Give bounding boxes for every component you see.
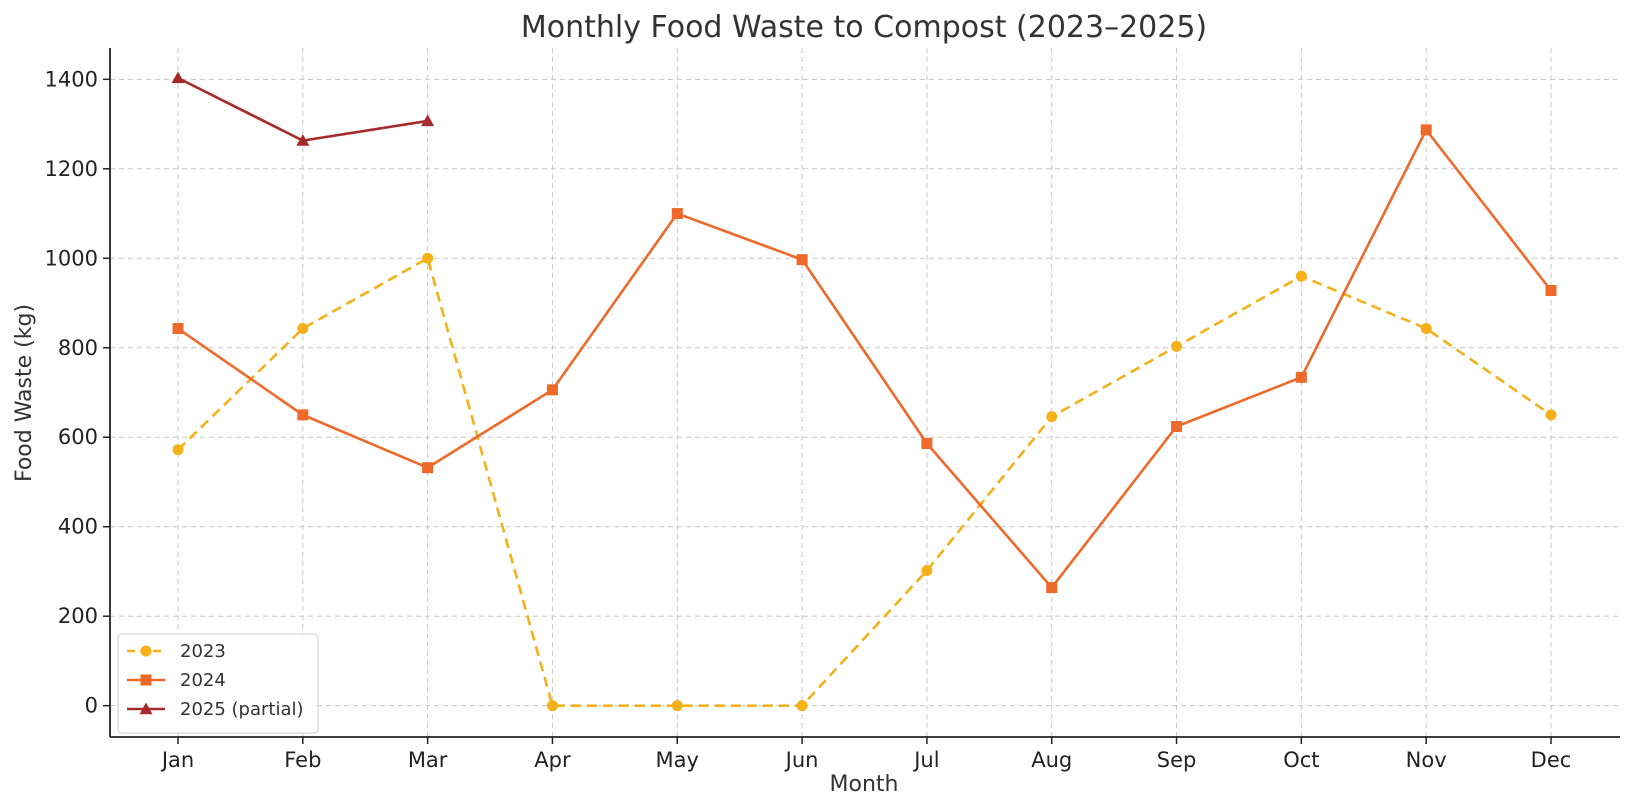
y-tick-label: 600 [58,425,98,449]
data-point [422,252,434,264]
y-tick-label: 1000 [45,246,98,270]
x-tick-label: Jul [912,748,939,772]
chart-title: Monthly Food Waste to Compost (2023–2025… [521,10,1207,45]
data-point [546,700,558,712]
x-tick-label: Sep [1157,748,1197,772]
data-point [297,409,309,421]
data-point [921,565,933,577]
series-0 [172,252,1557,712]
data-point [171,71,185,84]
legend-marker [140,645,152,657]
series-line [177,128,1553,589]
data-point [671,700,683,712]
y-tick-label: 200 [58,604,98,628]
legend-label: 2023 [180,641,226,662]
x-tick-label: Jan [160,748,194,772]
data-point [1420,124,1432,136]
series-2 [171,71,435,146]
data-point [1295,371,1307,383]
legend-marker [139,702,153,715]
data-point [172,323,184,335]
x-tick-label: Mar [408,748,448,772]
legend-marker [140,674,152,686]
x-tick-label: Jun [784,748,819,772]
data-point [1046,582,1058,594]
data-point [422,462,434,474]
data-point [172,444,184,456]
y-tick-label: 800 [58,336,98,360]
series-1 [172,124,1557,594]
x-tick-label: May [656,748,699,772]
data-point [1420,323,1432,335]
data-point [1171,340,1183,352]
data-point [921,438,933,450]
x-tick-label: Oct [1283,748,1319,772]
data-point [1046,411,1058,423]
x-tick-label: Dec [1531,748,1572,772]
legend: 2023 2024 2025 (partial) [117,633,319,734]
y-axis-label: Food Waste (kg) [12,304,37,482]
y-tick-label: 400 [58,515,98,539]
data-point [297,323,309,335]
data-point [546,384,558,396]
data-point [796,700,808,712]
series-line [177,256,1552,707]
y-tick-label: 0 [85,694,98,718]
x-axis-label: Month [830,772,899,797]
x-tick-label: Nov [1406,748,1447,772]
x-tick-label: Feb [284,748,321,772]
data-point [671,208,683,220]
data-point [421,114,435,127]
legend-box [117,633,319,734]
data-point [1545,409,1557,421]
data-point [1295,270,1307,282]
legend-label: 2025 (partial) [180,699,304,720]
y-tick-label: 1200 [45,157,98,181]
legend-label: 2024 [180,670,226,691]
y-tick-label: 1400 [45,67,98,91]
tick-labels: Jan Feb Mar Apr May Jun Jul Aug Sep Oct Nov Dec 0 200… [45,67,1572,772]
x-tick-label: Aug [1031,748,1072,772]
grid [110,48,1620,737]
data-point [1545,284,1557,296]
data-point [1171,421,1183,433]
data-point [796,254,808,266]
data-point [296,134,310,146]
x-tick-label: Apr [534,748,571,772]
axes [103,48,1620,744]
series-lines [171,71,1557,712]
